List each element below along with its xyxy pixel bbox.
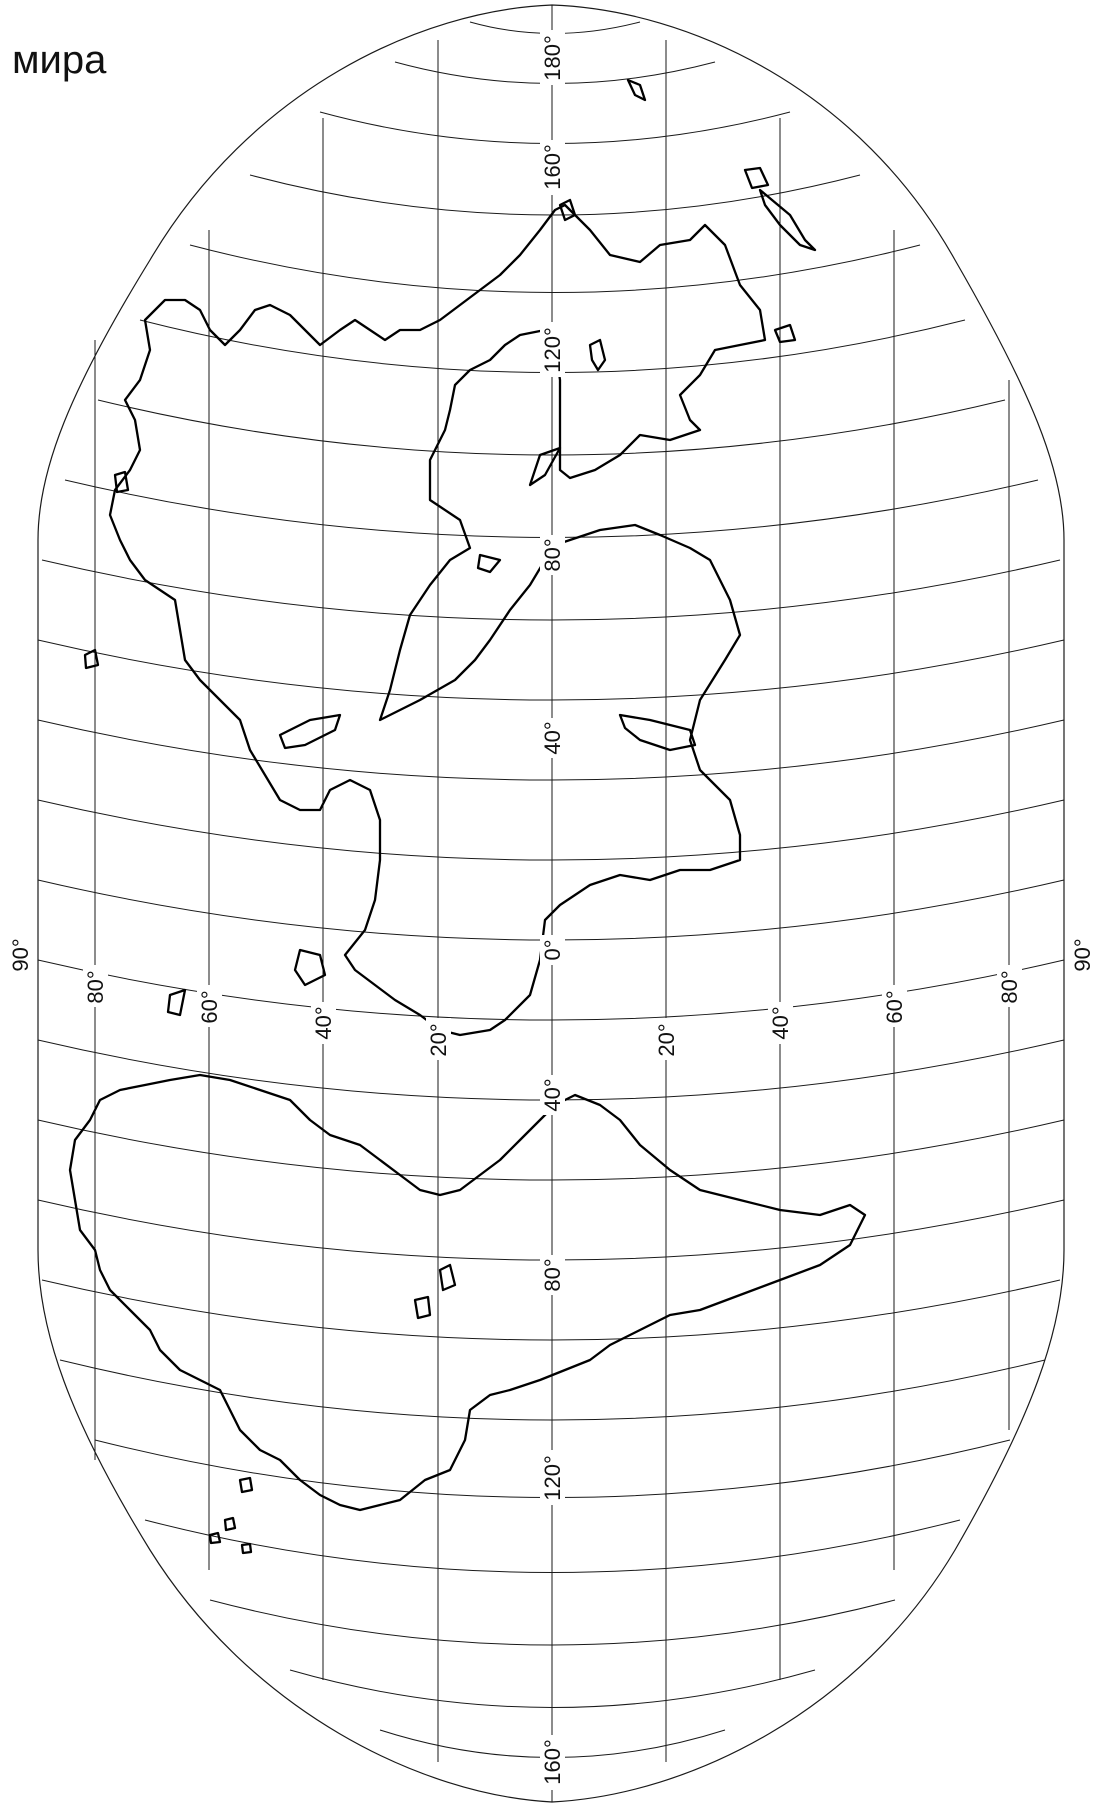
edge-label-right-90: 90° (1070, 938, 1095, 971)
parallel-label-120-south: 120° (540, 1455, 565, 1501)
parallel-line (37, 719, 1065, 781)
coastline-island (240, 1542, 253, 1555)
coastlines (68, 78, 867, 1555)
parallel-line (249, 174, 861, 216)
meridian-lines (94, 5, 1010, 1802)
parallel-line (37, 639, 1065, 701)
parallel-label-group: 180° 160° 120° 80° 40° 40° 80° 120° 160° (540, 30, 565, 1790)
parallel-line (37, 1199, 1065, 1261)
parallel-line (37, 879, 1065, 941)
parallel-line (289, 1669, 816, 1708)
meridian-label-60-east: 60° (882, 990, 907, 1023)
map-title: мира (12, 38, 107, 82)
coastline-island (413, 1295, 432, 1320)
coastline-island (476, 553, 502, 574)
coastline-island (588, 338, 607, 372)
meridian-label-0: 0° (540, 939, 565, 960)
parallel-line (209, 1599, 896, 1646)
coastline-south-continent (68, 1073, 867, 1512)
parallel-line (319, 111, 791, 144)
coastline-island (558, 198, 577, 222)
coastline-island (773, 323, 797, 344)
parallel-label-40-south: 40° (540, 1078, 565, 1111)
parallel-label-80-south: 80° (540, 1258, 565, 1291)
meridian-label-80-east: 80° (997, 970, 1022, 1003)
coastline-island (83, 648, 100, 670)
meridian-label-60-west: 60° (197, 990, 222, 1023)
parallel-line (37, 959, 1065, 1021)
meridian-label-40-east: 40° (768, 1006, 793, 1039)
meridian-label-20-west: 20° (426, 1023, 451, 1056)
coastline-island (278, 713, 342, 750)
parallel-label-180: 180° (540, 35, 565, 81)
coastline-island (743, 166, 770, 190)
coastline-island (166, 988, 187, 1017)
parallel-label-160: 160° (540, 144, 565, 190)
parallel-line (37, 1119, 1065, 1181)
coastline-island (113, 470, 130, 494)
parallel-label-80: 80° (540, 538, 565, 571)
coastline-island (626, 78, 647, 102)
coastline-island (618, 713, 697, 752)
parallel-line (41, 559, 1061, 621)
meridian-label-20-east: 20° (654, 1023, 679, 1056)
meridian-label-group: 0° 20° 40° 60° 80° 20° 40° 60° 80° (83, 935, 1022, 1060)
coastline-north-continent (108, 203, 767, 1037)
parallel-line (59, 1359, 1046, 1421)
coastline-island (293, 948, 327, 987)
meridian-label-40-west: 40° (311, 1006, 336, 1039)
coastline-island (223, 1516, 237, 1532)
coastline-island (238, 1476, 254, 1494)
parallel-label-160-south: 160° (540, 1739, 565, 1785)
coastline-island (438, 1263, 457, 1292)
coastline-island (758, 188, 817, 252)
parallel-line (37, 799, 1065, 861)
coastline-island (528, 446, 562, 487)
parallel-label-120: 120° (540, 327, 565, 373)
edge-label-left-90: 90° (8, 938, 33, 971)
parallel-lines (37, 21, 1065, 1758)
parallel-line (144, 1519, 961, 1573)
parallel-label-40: 40° (540, 721, 565, 754)
coastline-island (208, 1531, 222, 1545)
parallel-line (189, 244, 921, 293)
parallel-line (41, 1279, 1061, 1341)
meridian-label-80-west: 80° (83, 970, 108, 1003)
parallel-line (97, 399, 1006, 456)
